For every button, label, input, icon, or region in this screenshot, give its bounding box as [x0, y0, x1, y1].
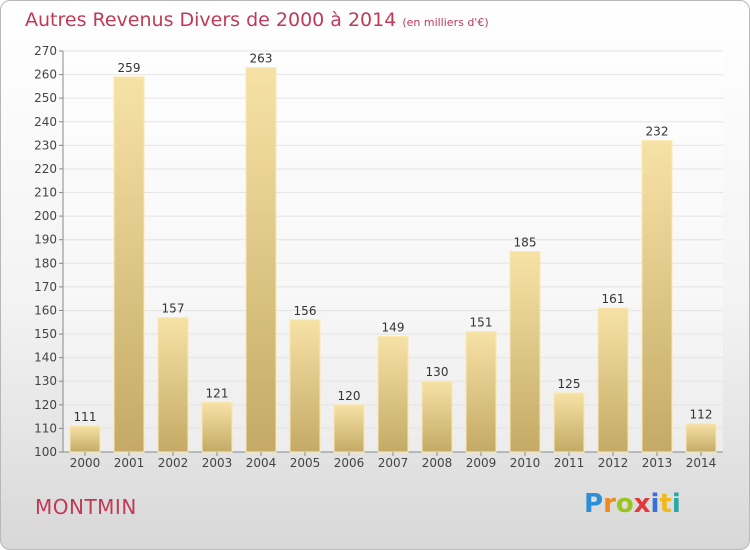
y-tick-label: 270 — [34, 44, 57, 58]
proxiti-logo[interactable]: Proxiti — [584, 489, 681, 519]
bar — [377, 335, 409, 453]
y-tick-label: 140 — [34, 351, 57, 365]
bar-value-label: 111 — [74, 410, 97, 424]
bar-value-label: 156 — [294, 304, 317, 318]
x-tick-label: 2000 — [70, 456, 101, 470]
bar-value-label: 149 — [382, 320, 405, 334]
y-tick-label: 110 — [34, 421, 57, 435]
bar — [157, 317, 189, 453]
x-tick-label: 2011 — [554, 456, 585, 470]
bar — [509, 251, 541, 453]
x-tick-label: 2006 — [334, 456, 365, 470]
x-tick-label: 2004 — [246, 456, 277, 470]
x-tick-label: 2007 — [378, 456, 409, 470]
bar — [465, 331, 497, 453]
y-tick-label: 120 — [34, 398, 57, 412]
chart-title-main: Autres Revenus Divers de 2000 à 2014 — [25, 9, 397, 31]
y-tick-label: 190 — [34, 233, 57, 247]
bar-value-label: 130 — [426, 365, 449, 379]
bar — [641, 140, 673, 453]
bar — [597, 307, 629, 453]
x-tick-label: 2001 — [114, 456, 145, 470]
y-tick-label: 220 — [34, 162, 57, 176]
y-tick-label: 240 — [34, 115, 57, 129]
bar-value-label: 121 — [206, 386, 229, 400]
y-tick-label: 100 — [34, 445, 57, 459]
bar-value-label: 125 — [558, 377, 581, 391]
y-tick-label: 150 — [34, 327, 57, 341]
chart-title-unit: (en milliers d'€) — [402, 16, 489, 29]
place-name: MONTMIN — [35, 495, 137, 519]
y-tick-label: 130 — [34, 374, 57, 388]
bar-value-label: 232 — [646, 125, 669, 139]
bar — [553, 392, 585, 453]
x-tick-label: 2013 — [642, 456, 673, 470]
x-tick-label: 2012 — [598, 456, 629, 470]
bar-value-label: 161 — [602, 292, 625, 306]
bar-value-label: 120 — [338, 389, 361, 403]
bar — [421, 380, 453, 453]
bar — [289, 319, 321, 453]
y-tick-label: 260 — [34, 68, 57, 82]
y-tick-label: 160 — [34, 303, 57, 317]
bar-value-label: 263 — [250, 52, 273, 66]
bar — [201, 401, 233, 453]
bar-value-label: 185 — [514, 236, 537, 250]
bar-value-label: 157 — [162, 302, 185, 316]
bar — [245, 67, 277, 453]
bar — [333, 404, 365, 453]
bar-value-label: 259 — [118, 61, 141, 75]
y-tick-label: 210 — [34, 186, 57, 200]
y-tick-label: 170 — [34, 280, 57, 294]
bar-value-label: 112 — [690, 408, 713, 422]
x-tick-label: 2010 — [510, 456, 541, 470]
x-tick-label: 2003 — [202, 456, 233, 470]
y-tick-label: 230 — [34, 138, 57, 152]
y-tick-label: 200 — [34, 209, 57, 223]
x-tick-label: 2008 — [422, 456, 453, 470]
bar — [69, 425, 101, 453]
x-tick-label: 2009 — [466, 456, 497, 470]
x-tick-label: 2002 — [158, 456, 189, 470]
x-tick-label: 2005 — [290, 456, 321, 470]
y-tick-label: 180 — [34, 256, 57, 270]
bar — [113, 76, 145, 453]
bar — [685, 423, 717, 453]
y-tick-label: 250 — [34, 91, 57, 105]
chart-title: Autres Revenus Divers de 2000 à 2014 (en … — [25, 9, 489, 31]
x-tick-label: 2014 — [686, 456, 717, 470]
bar-value-label: 151 — [470, 316, 493, 330]
